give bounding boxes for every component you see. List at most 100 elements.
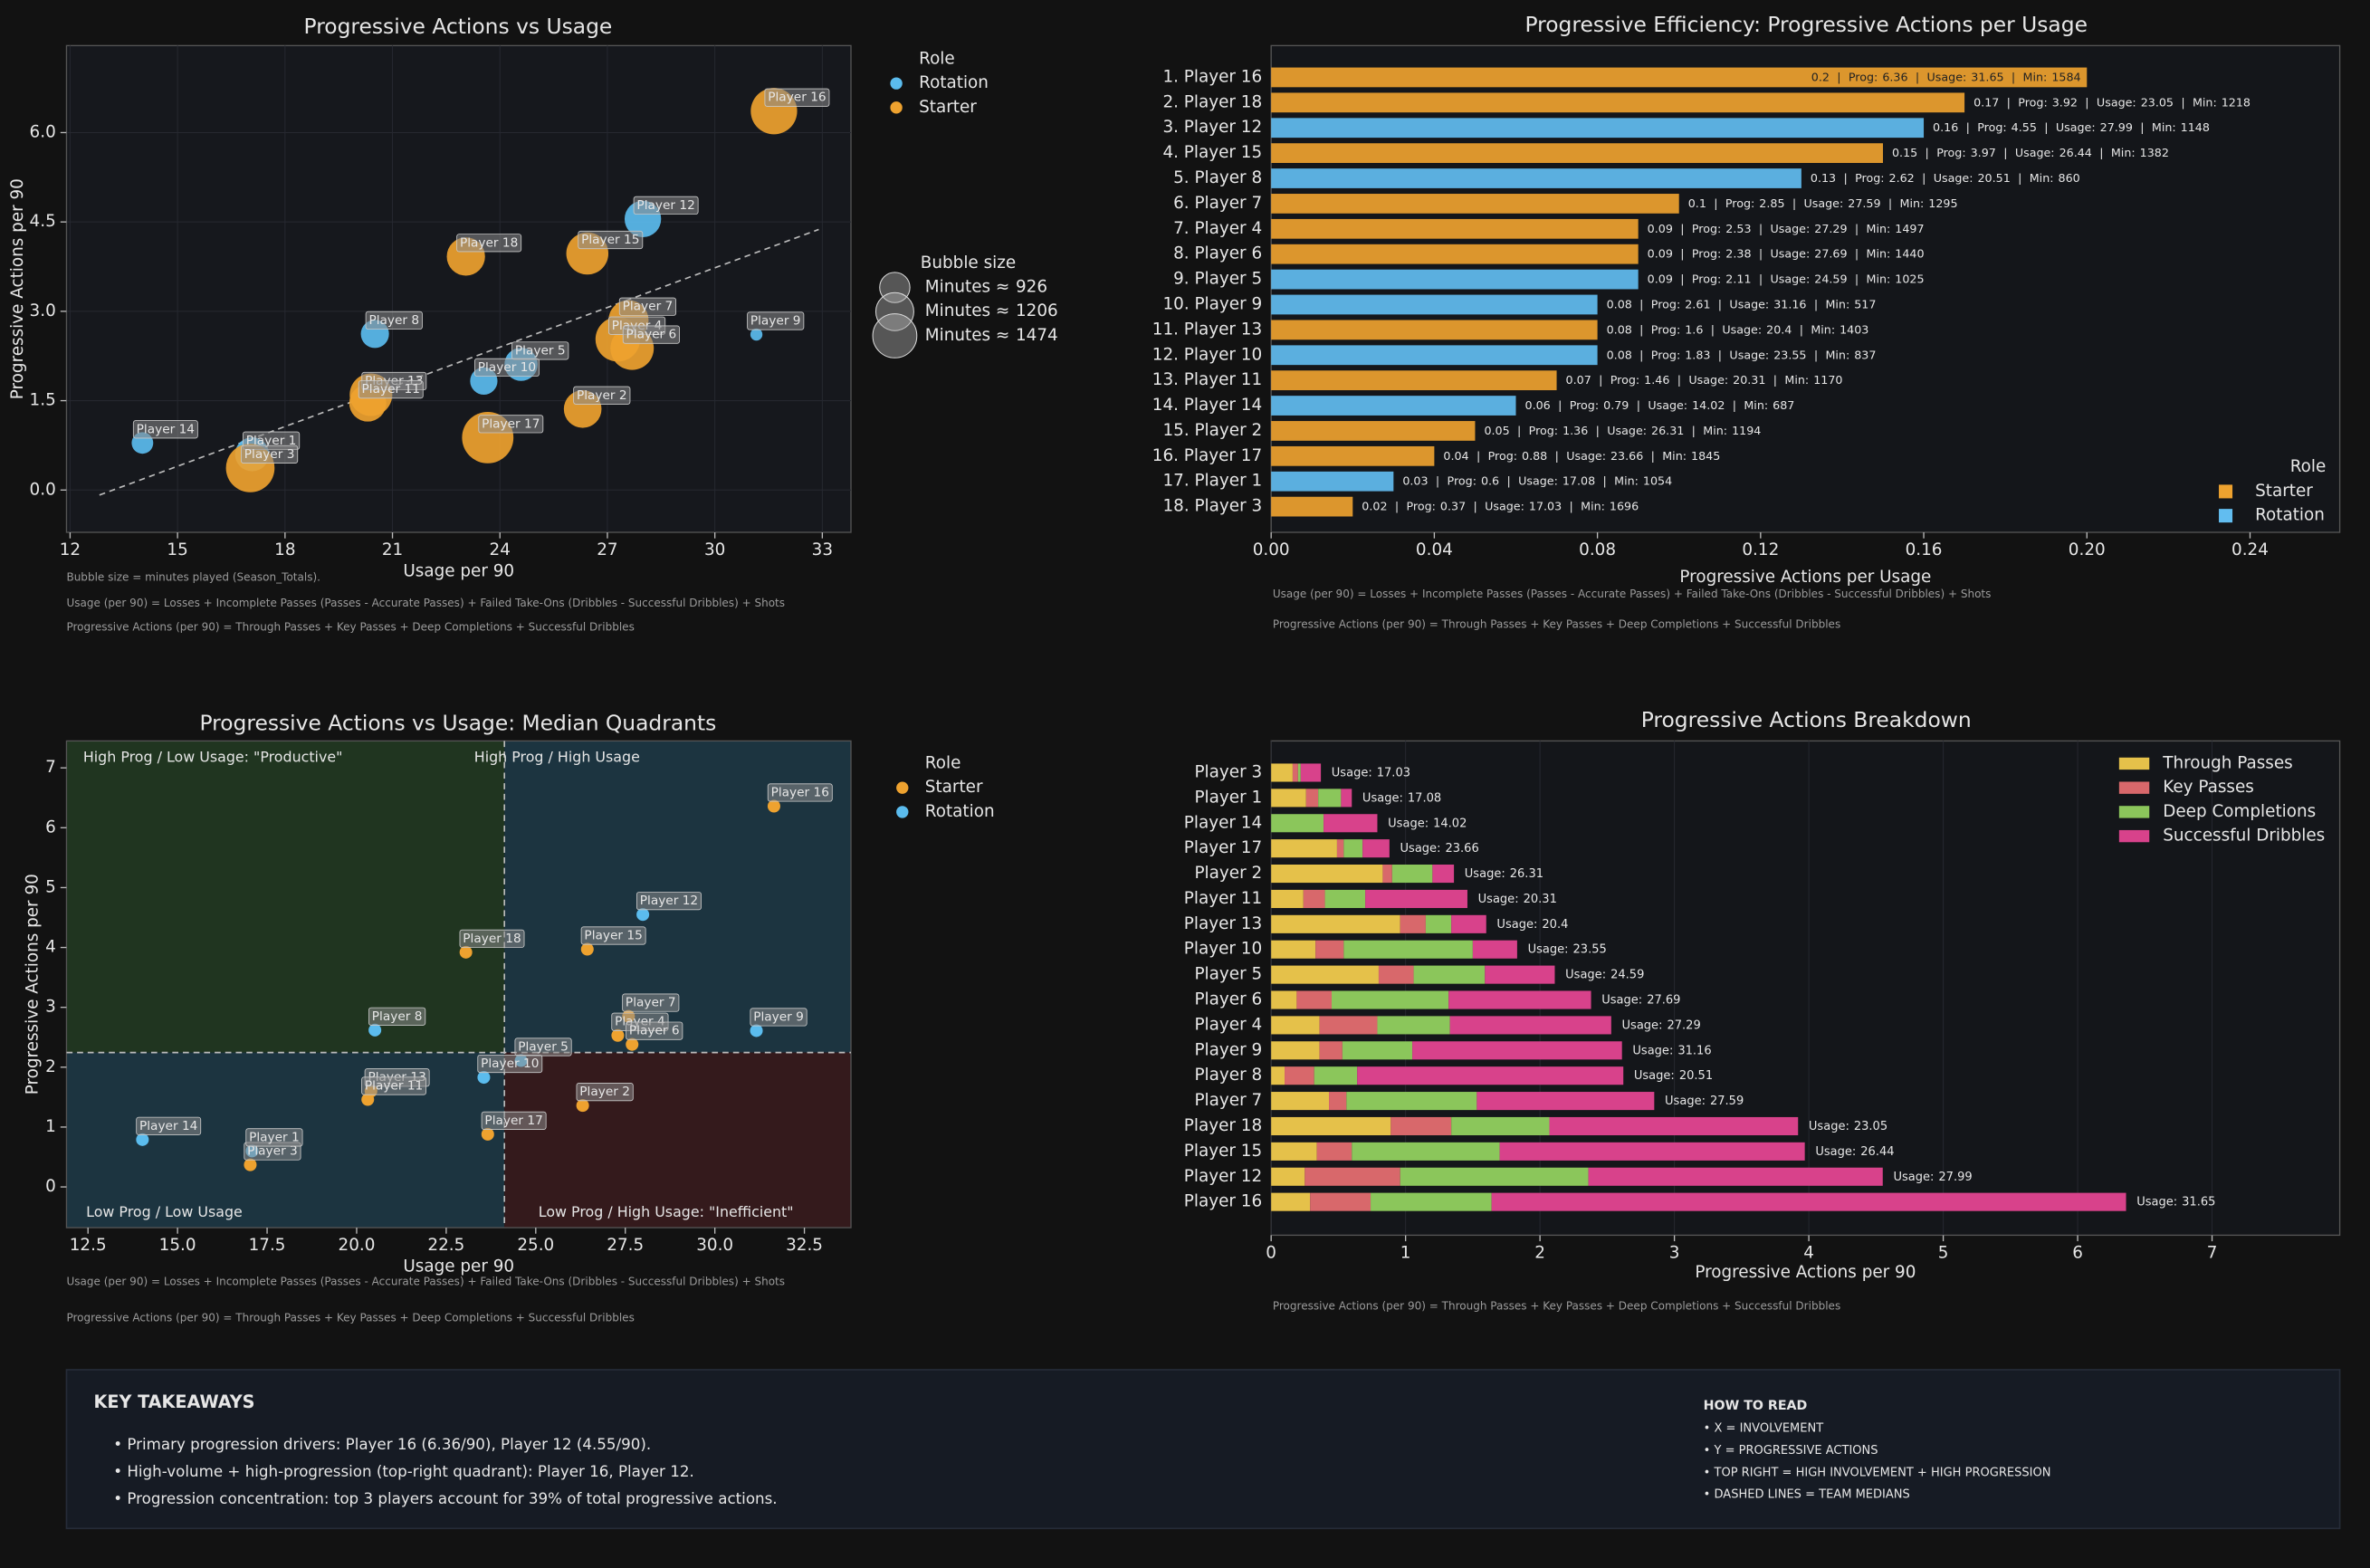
bar-label-usage: 31.65 <box>1971 70 2003 83</box>
bar-label-value: 0.1 <box>1688 196 1706 209</box>
point-label: Player 7 <box>618 297 677 316</box>
bar-segment <box>1378 965 1414 984</box>
y-tick-label: 15. Player 2 <box>1162 421 1262 440</box>
bar-label-usage-key: Usage: <box>1518 473 1558 487</box>
bar-label-sep: | <box>1966 120 1970 134</box>
bar-segment <box>1304 1167 1400 1186</box>
bar-segment <box>1271 763 1293 782</box>
label-box <box>633 196 699 215</box>
bar-label-min-key: Min: <box>1867 246 1891 260</box>
bar-label: 0.08 | Prog: 1.6 | Usage: 20.4 | Min: 1403 <box>1607 322 1869 336</box>
usage-prefix: Usage: <box>1388 817 1429 830</box>
size-legend-label: Minutes ≈ 926 <box>925 278 1047 297</box>
y-tick-label: 1 <box>45 1117 56 1136</box>
y-tick-label: 0 <box>45 1177 56 1196</box>
bar-segment <box>1310 1192 1371 1211</box>
x-tick-label: 30 <box>704 540 725 559</box>
bar-segment <box>1357 1066 1624 1085</box>
point-label: Player 2 <box>573 386 631 405</box>
point-label: Player 12 <box>633 196 699 215</box>
point-label-text: Player 9 <box>750 314 801 329</box>
bar-label-prog-key: Prog: <box>1651 297 1680 311</box>
bar <box>1271 168 1801 188</box>
bar-label-usage-key: Usage: <box>2056 120 2096 134</box>
bar-label-sep: | <box>1558 398 1562 412</box>
bar-segment <box>1315 940 1344 959</box>
usage-label: Usage: 31.16 <box>1632 1044 1711 1057</box>
point <box>368 1023 382 1037</box>
usage-value: 31.16 <box>1677 1044 1711 1057</box>
y-tick-label: 3.0 <box>30 301 56 320</box>
bar-segment <box>1412 1041 1622 1060</box>
usage-label: Usage: 27.59 <box>1665 1095 1744 1108</box>
bar-label-sep: | <box>1637 398 1640 412</box>
bar-label-sep: | <box>2044 120 2048 134</box>
bar-label-min-key: Min: <box>1825 348 1849 361</box>
bar <box>1271 143 1883 163</box>
y-tick-label: Player 16 <box>1184 1192 1262 1211</box>
x-tick-label: 17.5 <box>249 1236 286 1255</box>
usage-value: 20.51 <box>1679 1069 1713 1083</box>
bar-label-usage-key: Usage: <box>2097 95 2136 109</box>
bar-label-sep: | <box>1759 221 1763 234</box>
bar-label-usage-key: Usage: <box>1485 499 1524 512</box>
usage-prefix: Usage: <box>1465 867 1505 881</box>
usage-prefix: Usage: <box>1815 1144 1856 1158</box>
x-tick-label: 4 <box>1803 1243 1814 1262</box>
how-to-read-item: • TOP RIGHT = HIGH INVOLVEMENT + HIGH PR… <box>1704 1466 2051 1479</box>
point <box>459 945 473 959</box>
usage-label: Usage: 20.31 <box>1478 892 1557 905</box>
point <box>611 1028 625 1042</box>
bar-segment <box>1271 1016 1320 1035</box>
bar-label-usage-key: Usage: <box>1771 221 1811 234</box>
point-label: Player 10 <box>477 1054 543 1074</box>
label-box <box>481 1111 547 1130</box>
y-tick-label: 17. Player 1 <box>1162 472 1262 491</box>
point-label-text: Player 6 <box>626 328 677 342</box>
bar-segment <box>1271 814 1324 833</box>
point-label-text: Player 2 <box>579 1085 630 1099</box>
bar-label-sep: | <box>1692 423 1696 436</box>
bar-label-minutes: 1845 <box>1691 448 1720 462</box>
bar-segment <box>1336 839 1344 858</box>
bar-label-sep: | <box>1922 171 1926 185</box>
bar-label-minutes: 1382 <box>2140 146 2169 159</box>
bar-label-usage: 20.31 <box>1733 373 1765 387</box>
label-box <box>132 420 198 439</box>
y-tick-label: Player 3 <box>1194 762 1262 781</box>
bar-label-sep: | <box>1711 322 1715 336</box>
y-tick-label: 4. Player 15 <box>1162 143 1262 162</box>
bar-label-prog-key: Prog: <box>1692 246 1721 260</box>
bar-segment <box>1448 990 1591 1009</box>
bar-label-min-key: Min: <box>1784 373 1809 387</box>
bar-label-minutes: 1148 <box>2181 120 2210 134</box>
usage-value: 31.65 <box>2182 1195 2215 1209</box>
bar-label-usage: 27.59 <box>1848 196 1880 209</box>
point-label-text: Player 18 <box>460 235 518 250</box>
legend-marker <box>896 806 909 818</box>
legend-title: Role <box>919 49 955 68</box>
bar-segment <box>1343 940 1473 959</box>
bar-label: 0.17 | Prog: 3.92 | Usage: 23.05 | Min: 1218 <box>1973 95 2251 109</box>
bar-label-prog-key: Prog: <box>1529 423 1558 436</box>
point-label: Player 14 <box>132 420 198 439</box>
y-tick-label: Player 15 <box>1184 1142 1262 1161</box>
point-label-text: Player 14 <box>139 1119 197 1133</box>
bar-label-prog-key: Prog: <box>1610 373 1639 387</box>
how-to-read-item: • X = INVOLVEMENT <box>1704 1422 1824 1436</box>
bar-segment <box>1319 1016 1378 1035</box>
y-tick-label: Player 7 <box>1194 1091 1262 1110</box>
x-tick-label: 0.08 <box>1579 540 1616 559</box>
point-label-text: Player 14 <box>137 422 195 436</box>
bar-label-sep: | <box>1639 297 1643 311</box>
bar-label-prog-key: Prog: <box>2018 95 2047 109</box>
point-label: Player 2 <box>576 1083 634 1102</box>
y-tick-label: 6. Player 7 <box>1173 194 1262 213</box>
label-box <box>473 358 540 377</box>
usage-prefix: Usage: <box>1632 1044 1673 1057</box>
bar-label-sep: | <box>2003 146 2007 159</box>
point-label-text: Player 5 <box>515 343 566 358</box>
bar <box>1271 496 1353 517</box>
bar-label: 0.03 | Prog: 0.6 | Usage: 17.08 | Min: 1054 <box>1402 473 1672 487</box>
